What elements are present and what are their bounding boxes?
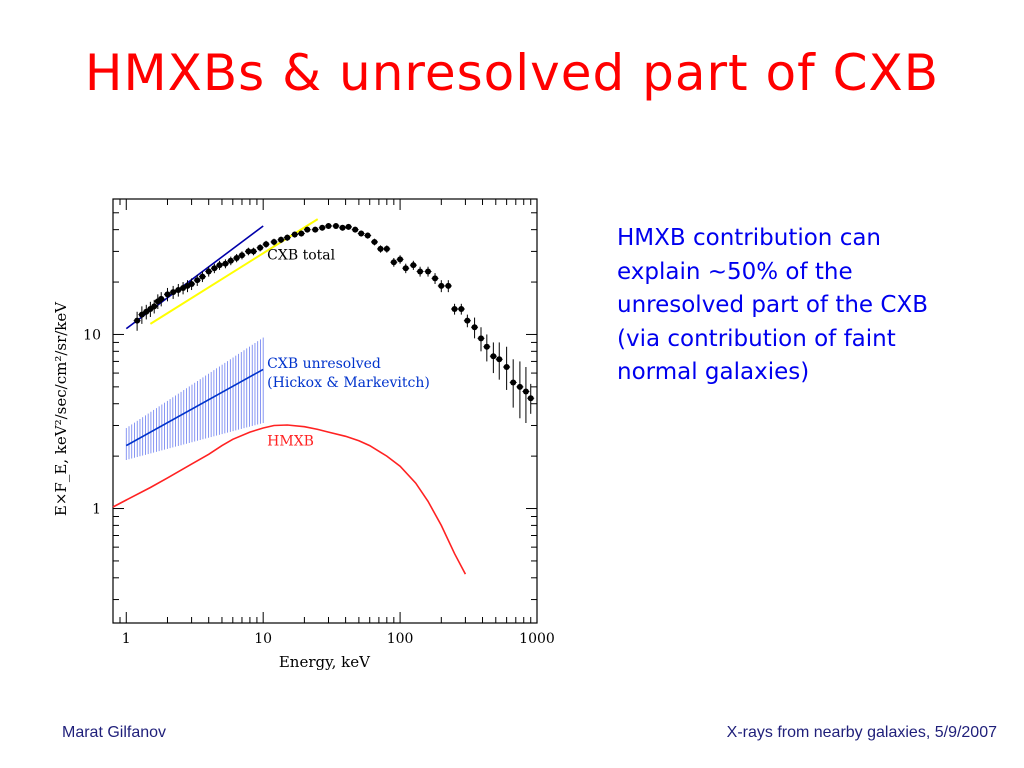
data-point bbox=[451, 306, 458, 313]
cxb-total-label: CXB total bbox=[267, 247, 335, 263]
data-point bbox=[263, 241, 270, 248]
plot-frame bbox=[112, 198, 538, 624]
chart-lines bbox=[112, 218, 467, 575]
hickox-markevitch-label: (Hickox & Markevitch) bbox=[267, 375, 430, 391]
data-point bbox=[390, 259, 397, 266]
data-point bbox=[175, 287, 182, 294]
y-tick-label: 10 bbox=[83, 327, 101, 343]
x-tick-label: 100 bbox=[387, 631, 414, 647]
data-point bbox=[138, 311, 145, 318]
data-point bbox=[304, 226, 311, 233]
data-point bbox=[402, 265, 409, 272]
data-point bbox=[319, 224, 326, 231]
footer-event: X-rays from nearby galaxies, 5/9/2007 bbox=[726, 724, 997, 741]
data-point bbox=[238, 252, 245, 259]
data-point bbox=[410, 262, 417, 269]
x-tick-label: 1 bbox=[122, 631, 131, 647]
data-point bbox=[527, 395, 534, 402]
data-point bbox=[205, 268, 212, 275]
cxb-unresolved-label: CXB unresolved bbox=[267, 356, 381, 372]
data-point bbox=[298, 230, 305, 237]
unresolved-hatch bbox=[125, 337, 264, 461]
slide-title: HMXBs & unresolved part of CXB bbox=[84, 44, 940, 102]
data-point bbox=[478, 335, 485, 342]
data-point bbox=[134, 317, 141, 324]
data-point bbox=[233, 254, 240, 261]
data-point bbox=[417, 268, 424, 275]
data-point bbox=[438, 282, 445, 289]
data-point bbox=[397, 256, 404, 263]
data-point bbox=[483, 343, 490, 350]
data-point bbox=[312, 226, 319, 233]
y-axis-label: E×F_E, keV²/sec/cm²/sr/keV bbox=[52, 301, 70, 516]
data-point bbox=[425, 268, 432, 275]
x-tick-label: 10 bbox=[254, 631, 272, 647]
data-point bbox=[284, 234, 291, 241]
data-point bbox=[291, 231, 298, 238]
data-point bbox=[188, 280, 195, 287]
data-point bbox=[211, 265, 218, 272]
data-point bbox=[278, 236, 285, 243]
x-axis-label: Energy, keV bbox=[279, 653, 371, 671]
data-point bbox=[227, 257, 234, 264]
chart-frame bbox=[112, 198, 538, 624]
hmxb-curve bbox=[112, 424, 467, 575]
y-tick-label: 1 bbox=[92, 502, 101, 518]
data-point bbox=[383, 245, 390, 252]
data-point bbox=[158, 295, 165, 302]
cxb-total-points bbox=[133, 222, 535, 423]
hmxb-label: HMXB bbox=[267, 434, 314, 450]
data-point bbox=[458, 306, 465, 313]
data-point bbox=[332, 222, 339, 229]
data-point bbox=[164, 291, 171, 298]
data-point bbox=[271, 238, 278, 245]
data-point bbox=[339, 224, 346, 231]
data-point bbox=[352, 226, 359, 233]
footer-author: Marat Gilfanov bbox=[62, 724, 167, 741]
data-point bbox=[522, 388, 529, 395]
data-point bbox=[490, 353, 497, 360]
x-tick-label: 1000 bbox=[519, 631, 555, 647]
data-point bbox=[510, 379, 517, 386]
data-point bbox=[170, 289, 177, 296]
data-point bbox=[464, 317, 471, 324]
data-point bbox=[257, 244, 264, 251]
data-point bbox=[345, 223, 352, 230]
data-point bbox=[496, 356, 503, 363]
data-point bbox=[364, 232, 371, 239]
data-point bbox=[245, 248, 252, 255]
data-point bbox=[377, 245, 384, 252]
data-point bbox=[151, 303, 158, 310]
data-point bbox=[358, 230, 365, 237]
data-point bbox=[222, 260, 229, 267]
data-point bbox=[250, 248, 257, 255]
data-point bbox=[199, 273, 206, 280]
data-point bbox=[371, 238, 378, 245]
data-point bbox=[216, 262, 223, 269]
data-point bbox=[445, 282, 452, 289]
cxb-unresolved-line bbox=[125, 368, 264, 447]
chart-labels: 1 10 100 1000 1 10 Energy, keV E×F_E, keV²/sec/… bbox=[52, 247, 555, 671]
data-point bbox=[432, 275, 439, 282]
data-point bbox=[194, 277, 201, 284]
explanation-text: HMXB contribution can explain ~50% of th… bbox=[617, 225, 928, 385]
data-point bbox=[471, 324, 478, 331]
data-point bbox=[503, 364, 510, 371]
data-point bbox=[516, 383, 523, 390]
data-point bbox=[325, 222, 332, 229]
